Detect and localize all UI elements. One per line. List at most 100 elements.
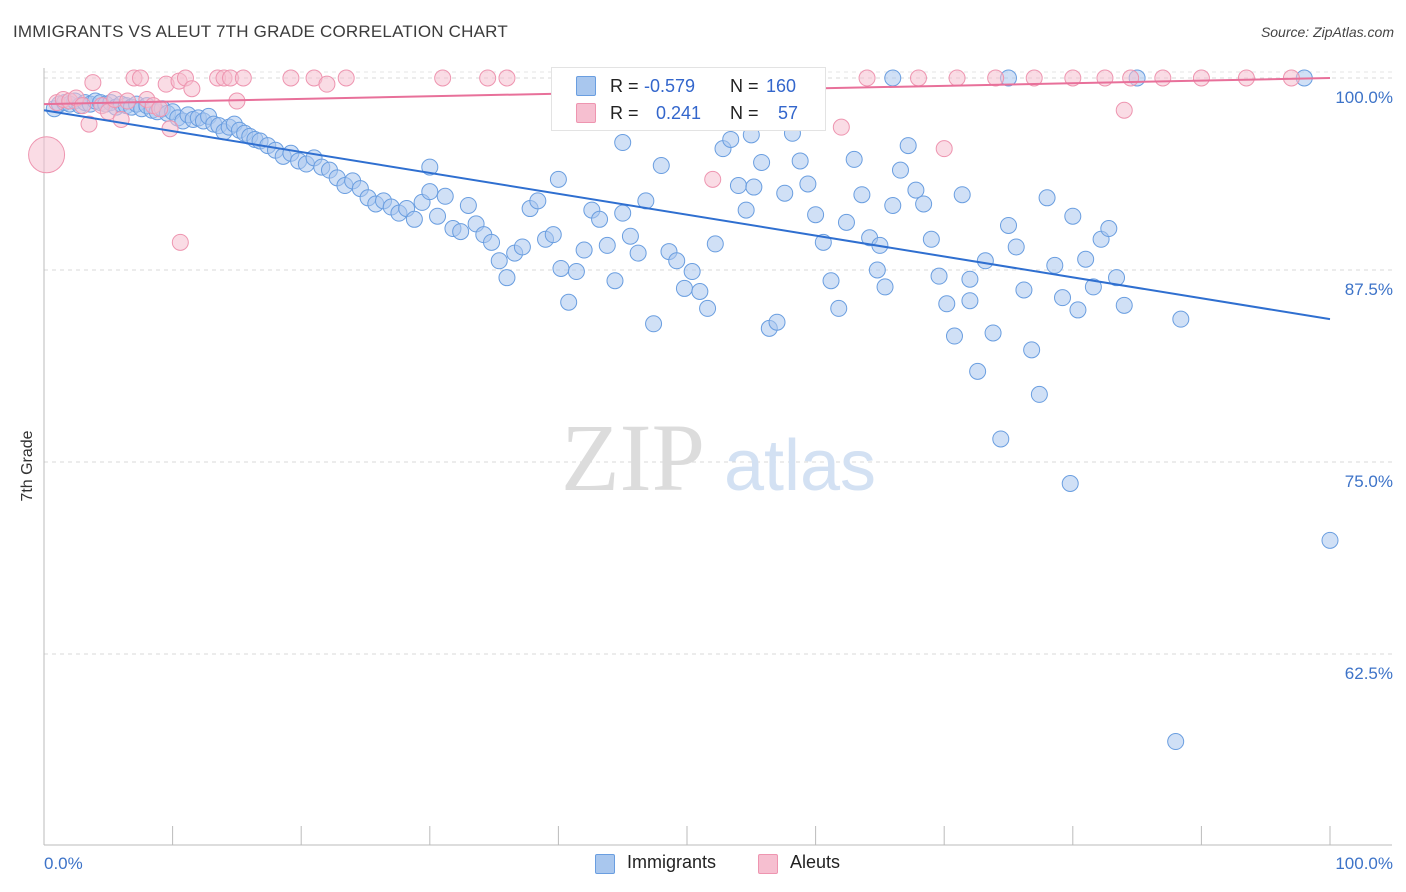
aleuts-point [171, 233, 189, 251]
immigrants-point [1030, 385, 1048, 403]
watermark-atlas: atlas [724, 426, 876, 506]
aleuts-point [434, 69, 452, 87]
legend-immigrants-r: -0.579 [644, 76, 696, 96]
aleuts-point [80, 115, 98, 133]
immigrants-point [729, 177, 747, 195]
aleuts-point [318, 75, 336, 93]
aleuts-point [161, 120, 179, 138]
immigrants-point [768, 313, 786, 331]
immigrants-point [683, 263, 701, 281]
immigrants-point [822, 272, 840, 290]
immigrants-point [691, 283, 709, 301]
y-tick-label: 87.5% [1345, 280, 1393, 299]
aleuts-point [282, 69, 300, 87]
immigrants-point [799, 175, 817, 193]
watermark-zip: ZIP [561, 404, 705, 511]
immigrants-point [922, 230, 940, 248]
immigrants-point [459, 196, 477, 214]
immigrants-point [837, 213, 855, 231]
immigrants-point [1061, 475, 1079, 493]
immigrants-point [1084, 278, 1102, 296]
aleuts-swatch [576, 103, 596, 123]
aleuts-point [832, 118, 850, 136]
aleuts-point [337, 69, 355, 87]
immigrants-point [1023, 341, 1041, 359]
watermark: ZIP atlas [561, 404, 876, 511]
immigrants-point [930, 267, 948, 285]
immigrants-point [575, 241, 593, 259]
immigrants-point [668, 252, 686, 270]
immigrants-point [544, 226, 562, 244]
immigrants-point [405, 210, 423, 228]
aleuts-point [234, 69, 252, 87]
immigrants-point [938, 295, 956, 313]
aleuts-point [1192, 69, 1210, 87]
aleuts-point [1025, 69, 1043, 87]
immigrants-point [614, 134, 632, 152]
immigrants-point [567, 263, 585, 281]
aleuts-point [1115, 101, 1133, 119]
immigrants-point [629, 244, 647, 262]
y-tick-label: 75.0% [1345, 472, 1393, 491]
immigrants-point [598, 236, 616, 254]
immigrants-point [1015, 281, 1033, 299]
immigrants-point [953, 186, 971, 204]
immigrants-point [884, 196, 902, 214]
immigrants-point [513, 238, 531, 256]
immigrants-point [421, 158, 439, 176]
immigrants-swatch [576, 76, 596, 96]
immigrants-point [699, 299, 717, 317]
aleuts-point [183, 80, 201, 98]
immigrants-point [1064, 207, 1082, 225]
immigrants-point [421, 183, 439, 201]
immigrants-point [899, 137, 917, 155]
immigrants-point [807, 206, 825, 224]
immigrants-point [436, 187, 454, 205]
tick-labels: 100.0% 87.5% 75.0% 62.5% 0.0% 100.0% [44, 88, 1393, 873]
immigrants-point [1115, 296, 1133, 314]
immigrants-point [737, 201, 755, 219]
immigrants-point [1069, 301, 1087, 319]
immigrants-point [791, 152, 809, 170]
aleuts-point [909, 69, 927, 87]
gridlines [44, 71, 1392, 655]
immigrants-point [1054, 289, 1072, 307]
immigrants-point [483, 233, 501, 251]
immigrants-point [845, 150, 863, 168]
aleuts-point [479, 69, 497, 87]
source-label: Source: ZipAtlas.com [1260, 24, 1394, 40]
immigrants-point [529, 192, 547, 210]
immigrants-point [853, 186, 871, 204]
aleuts-point [1237, 69, 1255, 87]
immigrants-point [498, 269, 516, 287]
aleuts-point [28, 136, 66, 174]
aleuts-point [74, 97, 92, 115]
immigrants-point [675, 279, 693, 297]
immigrants-legend-label: Immigrants [627, 852, 717, 872]
aleuts-point [119, 92, 137, 110]
immigrants-point [961, 270, 979, 288]
immigrants-point [645, 315, 663, 333]
immigrants-point [969, 362, 987, 380]
aleuts-point [948, 69, 966, 87]
immigrants-point [706, 235, 724, 253]
immigrants-point [1077, 250, 1095, 268]
immigrants-point [429, 207, 447, 225]
immigrants-point [976, 252, 994, 270]
immigrants-legend-swatch [595, 854, 615, 874]
immigrants-point [830, 299, 848, 317]
aleuts-point [498, 69, 516, 87]
legend-aleuts-r: 0.241 [656, 103, 702, 123]
immigrants-point [552, 259, 570, 277]
legend-n-label: N = [730, 76, 759, 96]
immigrants-point [945, 327, 963, 345]
aleuts-point [704, 170, 722, 188]
immigrants-point [1108, 269, 1126, 287]
immigrants-point [452, 223, 470, 241]
immigrants-point [907, 181, 925, 199]
legend-box: R = -0.579 N = 160 R = 0.241 N = 57 [551, 67, 826, 131]
legend-immigrants-n: 160 [766, 76, 797, 96]
legend-aleuts-n: 57 [778, 103, 799, 123]
immigrants-point [884, 69, 902, 87]
